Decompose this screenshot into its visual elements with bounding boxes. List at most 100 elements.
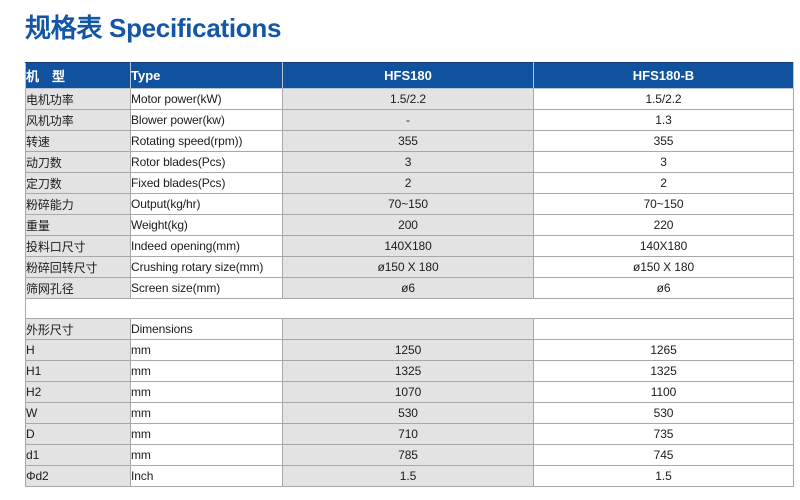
section-gap-cell bbox=[25, 298, 794, 319]
cell-label-en: mm bbox=[130, 402, 283, 424]
cell-label-zh: H bbox=[25, 339, 131, 361]
cell-value-hfs180: 140X180 bbox=[282, 235, 534, 257]
cell-label-en: Rotor blades(Pcs) bbox=[130, 151, 283, 173]
cell-label-en: Rotating speed(rpm)) bbox=[130, 130, 283, 152]
cell-label-zh: 粉碎能力 bbox=[25, 193, 131, 215]
table-row: 定刀数 Fixed blades(Pcs) 2 2 bbox=[25, 172, 794, 194]
cell-value-hfs180: ø150 X 180 bbox=[282, 256, 534, 278]
cell-value-hfs180: 1.5/2.2 bbox=[282, 88, 534, 110]
table-row: H2 mm 1070 1100 bbox=[25, 381, 794, 403]
table-row: Φd2 Inch 1.5 1.5 bbox=[25, 465, 794, 487]
table-header: 机 型 Type HFS180 HFS180-B bbox=[25, 62, 794, 89]
cell-value-hfs180-b: 355 bbox=[533, 130, 794, 152]
cell-label-zh: 重量 bbox=[25, 214, 131, 236]
cell-label-zh: 筛网孔径 bbox=[25, 277, 131, 299]
cell-label-zh: d1 bbox=[25, 444, 131, 466]
cell-label-en: mm bbox=[130, 423, 283, 445]
cell-label-en: Motor power(kW) bbox=[130, 88, 283, 110]
cell-label-zh: 动刀数 bbox=[25, 151, 131, 173]
cell-label-en: mm bbox=[130, 381, 283, 403]
cell-value-hfs180: 200 bbox=[282, 214, 534, 236]
cell-value-hfs180: 710 bbox=[282, 423, 534, 445]
table-row: 重量 Weight(kg) 200 220 bbox=[25, 214, 794, 236]
cell-value-hfs180: 785 bbox=[282, 444, 534, 466]
cell-label-en: Indeed opening(mm) bbox=[130, 235, 283, 257]
cell-label-zh: D bbox=[25, 423, 131, 445]
cell-value-hfs180: 3 bbox=[282, 151, 534, 173]
cell-value-hfs180: 70~150 bbox=[282, 193, 534, 215]
cell-label-en: Blower power(kw) bbox=[130, 109, 283, 131]
cell-label-zh: H1 bbox=[25, 360, 131, 382]
cell-value-hfs180: 1250 bbox=[282, 339, 534, 361]
cell-value-hfs180-b: 2 bbox=[533, 172, 794, 194]
cell-label-en: mm bbox=[130, 339, 283, 361]
header-type: Type bbox=[130, 62, 283, 89]
cell-value-hfs180-b: 735 bbox=[533, 423, 794, 445]
cell-label-en: Screen size(mm) bbox=[130, 277, 283, 299]
cell-value-hfs180: 530 bbox=[282, 402, 534, 424]
table-row: 投料口尺寸 Indeed opening(mm) 140X180 140X180 bbox=[25, 235, 794, 257]
table-row: H1 mm 1325 1325 bbox=[25, 360, 794, 382]
cell-value-hfs180-b: 1.3 bbox=[533, 109, 794, 131]
table-row: 风机功率 Blower power(kw) -1.3 bbox=[25, 109, 794, 131]
cell-value-hfs180-b: 1325 bbox=[533, 360, 794, 382]
page-title: 规格表 Specifications bbox=[25, 13, 282, 43]
table-row: 粉碎能力 Output(kg/hr) 70~150 70~150 bbox=[25, 193, 794, 215]
cell-label-en: Inch bbox=[130, 465, 283, 487]
cell-label-en: mm bbox=[130, 444, 283, 466]
header-model-zh: 机 型 bbox=[25, 62, 131, 89]
cell-value-hfs180: - bbox=[282, 109, 534, 131]
cell-value-hfs180-b: ø150 X 180 bbox=[533, 256, 794, 278]
table-row: 转速 Rotating speed(rpm)) 355 355 bbox=[25, 130, 794, 152]
section-gap-row bbox=[25, 298, 794, 319]
cell-label-zh: 电机功率 bbox=[25, 88, 131, 110]
cell-value-hfs180: 1.5 bbox=[282, 465, 534, 487]
cell-value-hfs180-b: 1100 bbox=[533, 381, 794, 403]
cell-value-hfs180-b: 1.5 bbox=[533, 465, 794, 487]
cell-label-zh: 粉碎回转尺寸 bbox=[25, 256, 131, 278]
table-row: 粉碎回转尺寸 Crushing rotary size(mm) ø150 X 180… bbox=[25, 256, 794, 278]
table-row: 动刀数 Rotor blades(Pcs) 3 3 bbox=[25, 151, 794, 173]
cell-value-hfs180-b: ø6 bbox=[533, 277, 794, 299]
cell-value-hfs180-b: 70~150 bbox=[533, 193, 794, 215]
cell-value-hfs180: 1070 bbox=[282, 381, 534, 403]
cell-value-hfs180-b: 220 bbox=[533, 214, 794, 236]
cell-value-hfs180-b bbox=[533, 318, 794, 340]
cell-label-zh: 转速 bbox=[25, 130, 131, 152]
cell-label-zh: 定刀数 bbox=[25, 172, 131, 194]
cell-value-hfs180-b: 1.5/2.2 bbox=[533, 88, 794, 110]
cell-label-en: Output(kg/hr) bbox=[130, 193, 283, 215]
header-hfs180: HFS180 bbox=[282, 62, 534, 89]
specifications-table: 机 型 Type HFS180 HFS180-B 电机功率 Motor power… bbox=[25, 62, 794, 487]
cell-value-hfs180: 355 bbox=[282, 130, 534, 152]
cell-label-en: Dimensions bbox=[130, 318, 283, 340]
cell-label-zh: 外形尺寸 bbox=[25, 318, 131, 340]
cell-label-en: Weight(kg) bbox=[130, 214, 283, 236]
cell-label-en: Fixed blades(Pcs) bbox=[130, 172, 283, 194]
cell-value-hfs180-b: 1265 bbox=[533, 339, 794, 361]
cell-label-zh: 风机功率 bbox=[25, 109, 131, 131]
cell-label-en: Crushing rotary size(mm) bbox=[130, 256, 283, 278]
cell-value-hfs180-b: 3 bbox=[533, 151, 794, 173]
cell-label-zh: 投料口尺寸 bbox=[25, 235, 131, 257]
table-row: 外形尺寸 Dimensions bbox=[25, 318, 794, 340]
cell-value-hfs180 bbox=[282, 318, 534, 340]
table-row: d1 mm 785 745 bbox=[25, 444, 794, 466]
spec-table-body: 电机功率 Motor power(kW) 1.5/2.2 1.5/2.2 风机功率 Blo… bbox=[25, 88, 794, 487]
cell-label-zh: H2 bbox=[25, 381, 131, 403]
cell-value-hfs180-b: 140X180 bbox=[533, 235, 794, 257]
cell-value-hfs180: ø6 bbox=[282, 277, 534, 299]
cell-value-hfs180-b: 530 bbox=[533, 402, 794, 424]
cell-value-hfs180-b: 745 bbox=[533, 444, 794, 466]
table-row: 电机功率 Motor power(kW) 1.5/2.2 1.5/2.2 bbox=[25, 88, 794, 110]
cell-value-hfs180: 2 bbox=[282, 172, 534, 194]
header-hfs180-b: HFS180-B bbox=[533, 62, 794, 89]
table-row: 筛网孔径 Screen size(mm) ø6 ø6 bbox=[25, 277, 794, 299]
cell-label-zh: W bbox=[25, 402, 131, 424]
cell-value-hfs180: 1325 bbox=[282, 360, 534, 382]
header-row: 机 型 Type HFS180 HFS180-B bbox=[25, 62, 794, 89]
